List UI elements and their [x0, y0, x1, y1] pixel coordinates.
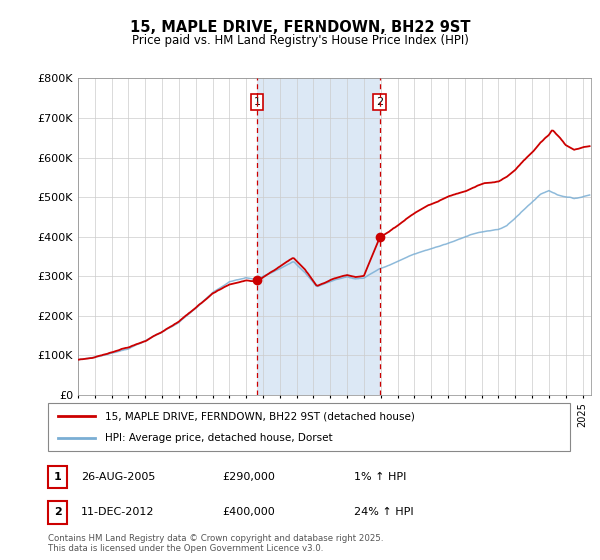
Text: Contains HM Land Registry data © Crown copyright and database right 2025.
This d: Contains HM Land Registry data © Crown c… — [48, 534, 383, 553]
Text: 26-AUG-2005: 26-AUG-2005 — [81, 472, 155, 482]
Text: 15, MAPLE DRIVE, FERNDOWN, BH22 9ST: 15, MAPLE DRIVE, FERNDOWN, BH22 9ST — [130, 20, 470, 35]
Bar — [257, 78, 380, 395]
Text: £290,000: £290,000 — [222, 472, 275, 482]
Text: 2: 2 — [54, 507, 61, 517]
Text: Price paid vs. HM Land Registry's House Price Index (HPI): Price paid vs. HM Land Registry's House … — [131, 34, 469, 46]
Text: 15, MAPLE DRIVE, FERNDOWN, BH22 9ST (detached house): 15, MAPLE DRIVE, FERNDOWN, BH22 9ST (det… — [106, 411, 415, 421]
Text: 1: 1 — [54, 472, 61, 482]
Text: HPI: Average price, detached house, Dorset: HPI: Average price, detached house, Dors… — [106, 433, 333, 443]
Text: 11-DEC-2012: 11-DEC-2012 — [81, 507, 155, 517]
Text: 1% ↑ HPI: 1% ↑ HPI — [354, 472, 406, 482]
FancyBboxPatch shape — [48, 403, 570, 451]
Text: 1: 1 — [254, 97, 260, 107]
Text: 2: 2 — [376, 97, 383, 107]
Text: £400,000: £400,000 — [222, 507, 275, 517]
Text: 24% ↑ HPI: 24% ↑ HPI — [354, 507, 413, 517]
